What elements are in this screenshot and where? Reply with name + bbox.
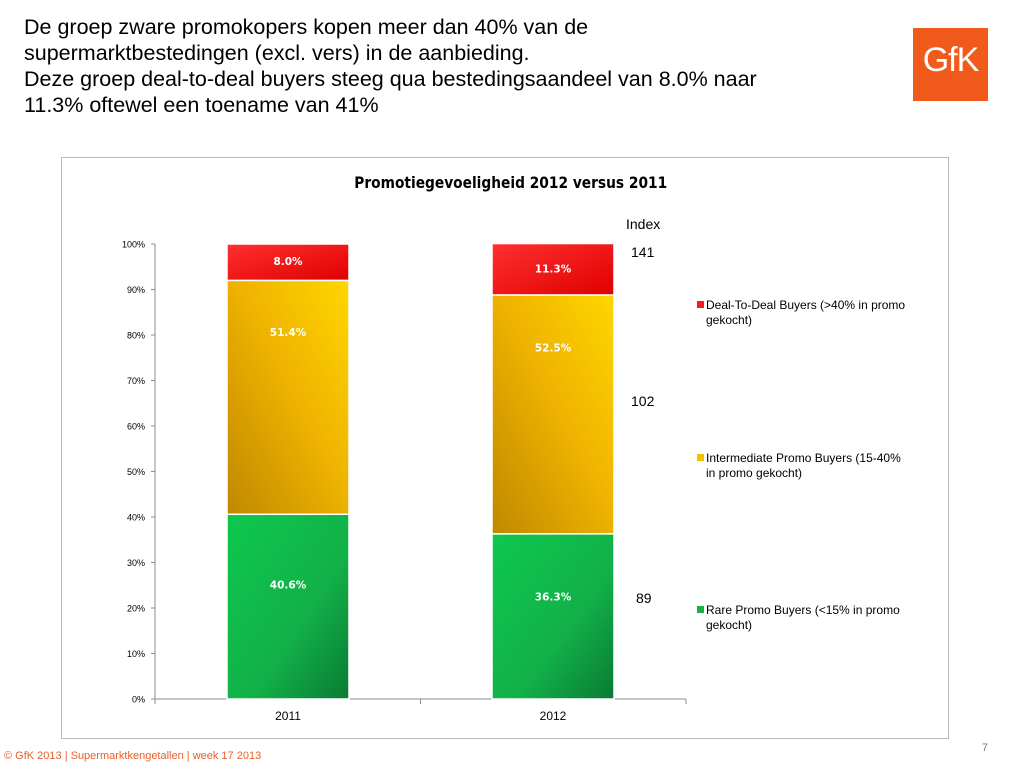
data-label: 40.6% [270,579,307,591]
index-value: 102 [631,393,655,409]
index-value: 89 [636,590,652,606]
x-tick-label: 2011 [275,709,301,723]
logo-text: GfK [922,41,980,79]
headline-line: De groep zware promokopers kopen meer da… [24,15,589,39]
legend-label: Intermediate Promo Buyers (15-40% in pro… [706,451,901,480]
y-tick-label: 40% [127,513,145,523]
page-number: 7 [981,742,988,754]
data-label: 52.5% [535,343,572,355]
slide-headline: De groep zware promokopers kopen meer da… [24,14,904,118]
headline-line: supermarktbestedingen (excl. vers) in de… [24,41,530,65]
y-tick-label: 70% [127,376,145,386]
x-tick-label: 2012 [540,709,567,723]
y-tick-label: 10% [127,649,145,659]
headline-line: 11.3% oftewel een toename van 41% [24,93,379,117]
bar-segment [491,294,615,535]
bar-segment [491,242,615,296]
index-value: 141 [631,244,655,260]
data-label: 51.4% [270,327,307,339]
y-tick-label: 80% [127,331,145,341]
y-tick-label: 90% [127,285,145,295]
y-tick-label: 0% [132,695,145,705]
legend-label: Deal-To-Deal Buyers (>40% in promo gekoc… [706,298,906,327]
data-label: 8.0% [273,256,303,268]
index-header: Index [626,216,661,232]
bar-segment [226,513,350,700]
headline-line: Deze groep deal-to-deal buyers steeg qua… [24,67,757,91]
y-tick-label: 100% [122,240,145,250]
legend-label: Rare Promo Buyers (<15% in promo gekocht… [706,603,900,632]
legend-swatch [697,606,704,613]
data-label: 36.3% [535,592,572,604]
data-label: 11.3% [535,263,572,275]
chart-title: Promotiegevoeligheid 2012 versus 2011 [354,173,668,192]
bar-segment [491,533,615,700]
y-tick-label: 30% [127,558,145,568]
bar-segment [226,279,350,516]
legend-swatch [697,301,704,308]
y-tick-label: 20% [127,604,145,614]
y-tick-label: 50% [127,467,145,477]
bar-segment [226,243,350,282]
y-tick-label: 60% [127,422,145,432]
legend-swatch [697,454,704,461]
gfk-logo: GfK [913,28,988,101]
footer-copyright: © GfK 2013 | Supermarktkengetallen | wee… [4,750,262,762]
